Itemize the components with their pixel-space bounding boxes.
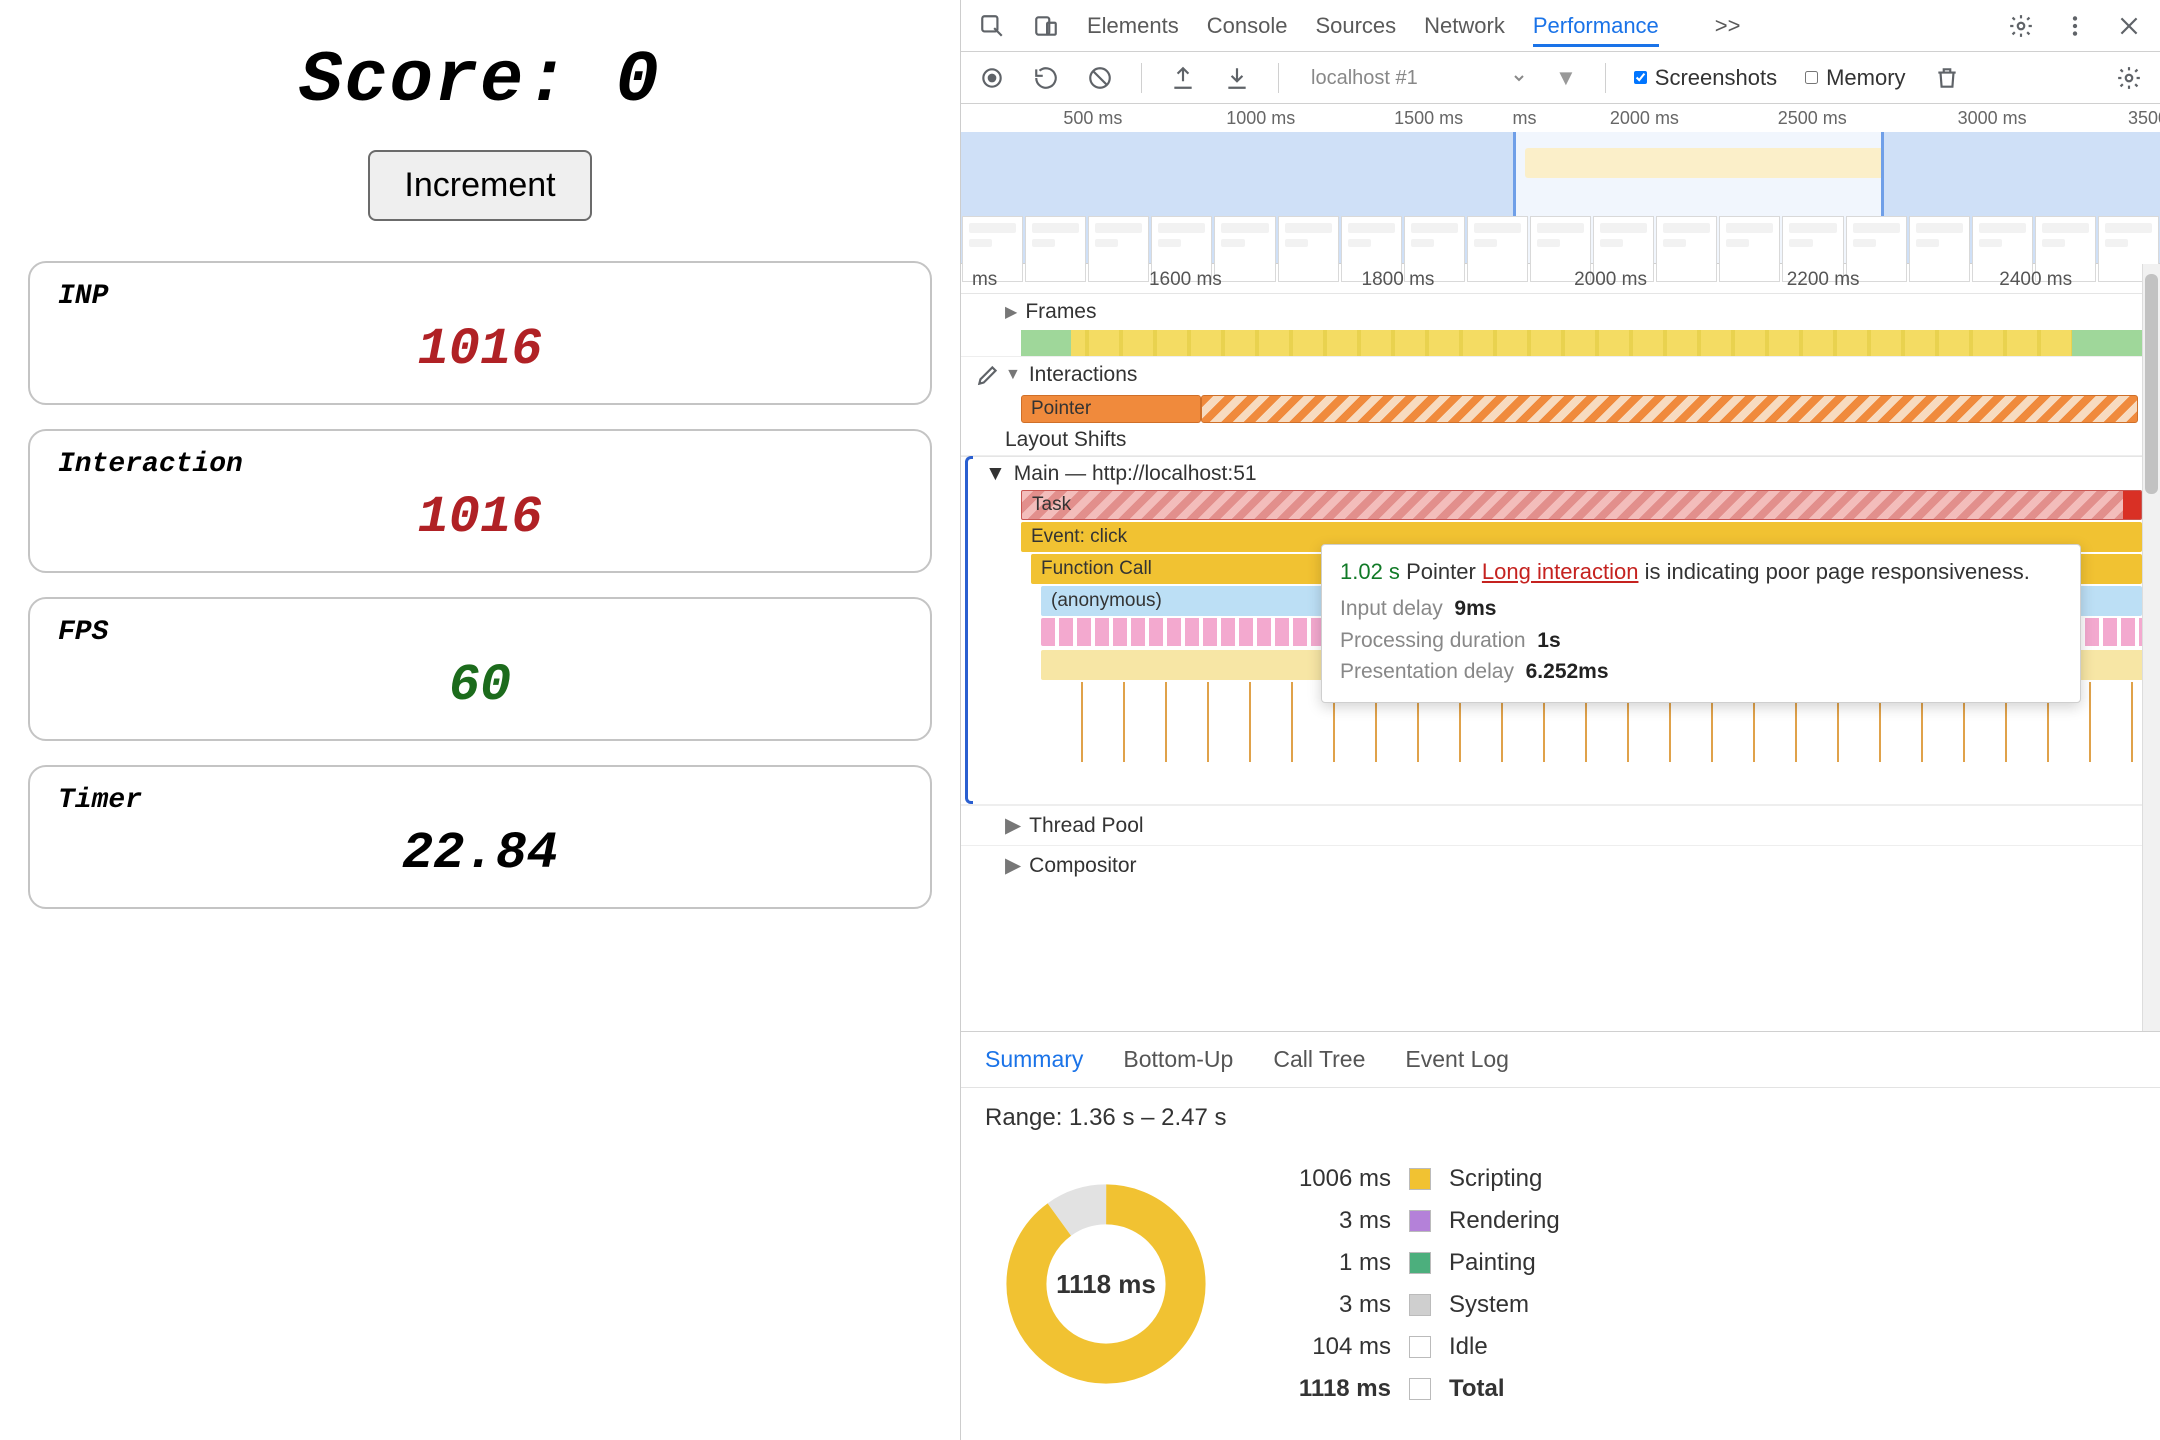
metric-label: Interaction	[58, 449, 902, 480]
screenshots-checkbox[interactable]	[1634, 71, 1647, 84]
tooltip-kv-row: Processing duration 1s	[1340, 625, 2062, 657]
flame-tick: 2000 ms	[1574, 269, 1647, 291]
summary-panel: Summary Bottom-Up Call Tree Event Log Range…	[961, 1031, 2160, 1440]
pointer-interaction[interactable]: Pointer	[1021, 393, 2142, 425]
overview-tick: 500 ms	[1063, 108, 1122, 129]
score-value: 0	[616, 40, 661, 122]
legend-row: 1 msPainting	[1271, 1242, 1560, 1284]
overview-tick: 1000 ms	[1226, 108, 1295, 129]
flame-tick: 1600 ms	[1149, 269, 1222, 291]
tooltip-kv-row: Presentation delay 6.252ms	[1340, 656, 2062, 688]
tooltip-link[interactable]: Long interaction	[1482, 559, 1639, 584]
overview-tick: 1500 ms	[1394, 108, 1463, 129]
legend-row: 104 msIdle	[1271, 1326, 1560, 1368]
metric-card-timer: Timer 22.84	[28, 765, 932, 909]
legend-row: 3 msRendering	[1271, 1200, 1560, 1242]
overview-tick: 2500 ms	[1778, 108, 1847, 129]
pointer-label: Pointer	[1031, 398, 1091, 420]
thread-pool-row[interactable]: ▶Thread Pool	[961, 805, 2142, 845]
metric-label: Timer	[58, 785, 902, 816]
more-tabs[interactable]: >>	[1715, 13, 1741, 39]
metric-card-interaction: Interaction 1016	[28, 429, 932, 573]
clear-icon[interactable]	[1087, 65, 1113, 91]
record-icon[interactable]	[979, 65, 1005, 91]
inspect-icon[interactable]	[979, 13, 1005, 39]
layout-shifts-label: Layout Shifts	[1005, 428, 1126, 452]
download-icon[interactable]	[1224, 65, 1250, 91]
summary-tab-call-tree[interactable]: Call Tree	[1273, 1046, 1365, 1073]
donut-center-label: 1118 ms	[1001, 1179, 1211, 1389]
legend-row: 1006 msScripting	[1271, 1158, 1560, 1200]
tooltip-kind: Pointer	[1406, 559, 1476, 584]
overview-tick: 2000 ms	[1610, 108, 1679, 129]
summary-donut: 1118 ms	[1001, 1179, 1211, 1389]
metric-card-fps: FPS 60	[28, 597, 932, 741]
screenshots-toggle[interactable]: Screenshots	[1634, 65, 1777, 91]
devtools-tabbar: Elements Console Sources Network Performance…	[961, 0, 2160, 52]
metric-value: 60	[58, 656, 902, 715]
screenshots-label: Screenshots	[1655, 65, 1777, 91]
range-label: Range: 1.36 s – 2.47 s	[961, 1088, 2160, 1148]
flame-tick: 1800 ms	[1362, 269, 1435, 291]
legend-total: 1118 msTotal	[1271, 1368, 1560, 1410]
tab-network[interactable]: Network	[1424, 13, 1505, 38]
tab-sources[interactable]: Sources	[1315, 13, 1396, 38]
flame-chart[interactable]: ms 1600 ms 1800 ms 2000 ms 2200 ms 2400 ms ▶ …	[961, 264, 2160, 1031]
frames-track-header[interactable]: ▶ Frames	[961, 294, 2142, 330]
tooltip-duration: 1.02 s	[1340, 559, 1400, 584]
summary-tab-event-log[interactable]: Event Log	[1405, 1046, 1509, 1073]
frames-bar	[1021, 330, 2142, 356]
summary-legend: 1006 msScripting3 msRendering1 msPaintin…	[1271, 1158, 1560, 1410]
metric-card-inp: INP 1016	[28, 261, 932, 405]
gear-icon[interactable]	[2116, 65, 2142, 91]
kebab-icon[interactable]	[2062, 13, 2088, 39]
frames-label: Frames	[1025, 300, 1096, 324]
upload-icon[interactable]	[1170, 65, 1196, 91]
flame-task[interactable]: Task	[1021, 490, 2142, 520]
compositor-row[interactable]: ▶Compositor	[961, 845, 2142, 885]
overview-tick: ms	[1513, 108, 1537, 129]
main-thread-label: Main — http://localhost:51	[1014, 462, 1257, 486]
device-icon[interactable]	[1033, 13, 1059, 39]
trash-icon[interactable]	[1934, 65, 1960, 91]
layout-shifts-header[interactable]: Layout Shifts	[961, 425, 2142, 455]
flame-scrollbar[interactable]	[2142, 264, 2160, 1031]
flame-tick: ms	[972, 269, 997, 291]
gear-icon[interactable]	[2008, 13, 2034, 39]
interaction-tooltip: 1.02 s Pointer Long interaction is indic…	[1321, 544, 2081, 703]
tab-performance[interactable]: Performance	[1533, 13, 1659, 38]
metric-value: 22.84	[58, 824, 902, 883]
overview-timeline[interactable]: 500 ms 1000 ms 1500 ms ms 2000 ms 2500 ms 3000…	[961, 104, 2160, 264]
overview-tick: 3000 ms	[1958, 108, 2027, 129]
app-page: Score: 0 Increment INP 1016Interaction 1…	[0, 0, 960, 1440]
edit-icon[interactable]	[975, 362, 1001, 388]
metric-value: 1016	[58, 488, 902, 547]
memory-checkbox[interactable]	[1805, 71, 1818, 84]
profile-select[interactable]: localhost #1	[1307, 66, 1527, 90]
perf-toolbar: localhost #1 ▼ Screenshots Memory	[961, 52, 2160, 104]
tab-console[interactable]: Console	[1207, 13, 1288, 38]
memory-label: Memory	[1826, 65, 1905, 91]
close-icon[interactable]	[2116, 13, 2142, 39]
score-heading: Score: 0	[28, 40, 932, 122]
metric-value: 1016	[58, 320, 902, 379]
devtools-panel: Elements Console Sources Network Performance…	[960, 0, 2160, 1440]
metric-label: FPS	[58, 617, 902, 648]
interactions-track-header[interactable]: ▼ Interactions	[961, 357, 2142, 393]
metric-label: INP	[58, 281, 902, 312]
legend-row: 3 msSystem	[1271, 1284, 1560, 1326]
flame-tick: 2200 ms	[1787, 269, 1860, 291]
summary-tab-summary[interactable]: Summary	[985, 1046, 1083, 1073]
reload-icon[interactable]	[1033, 65, 1059, 91]
tab-elements[interactable]: Elements	[1087, 13, 1179, 38]
memory-toggle[interactable]: Memory	[1805, 65, 1905, 91]
flame-tick: 2400 ms	[1999, 269, 2072, 291]
increment-button[interactable]: Increment	[368, 150, 591, 221]
summary-tab-bottom-up[interactable]: Bottom-Up	[1123, 1046, 1233, 1073]
tooltip-rest: is indicating poor page responsiveness.	[1645, 559, 2030, 584]
score-label: Score:	[299, 40, 570, 122]
tooltip-kv-row: Input delay 9ms	[1340, 593, 2062, 625]
main-thread-header[interactable]: ▼ Main — http://localhost:51	[961, 456, 2142, 490]
interactions-label: Interactions	[1029, 363, 1138, 387]
